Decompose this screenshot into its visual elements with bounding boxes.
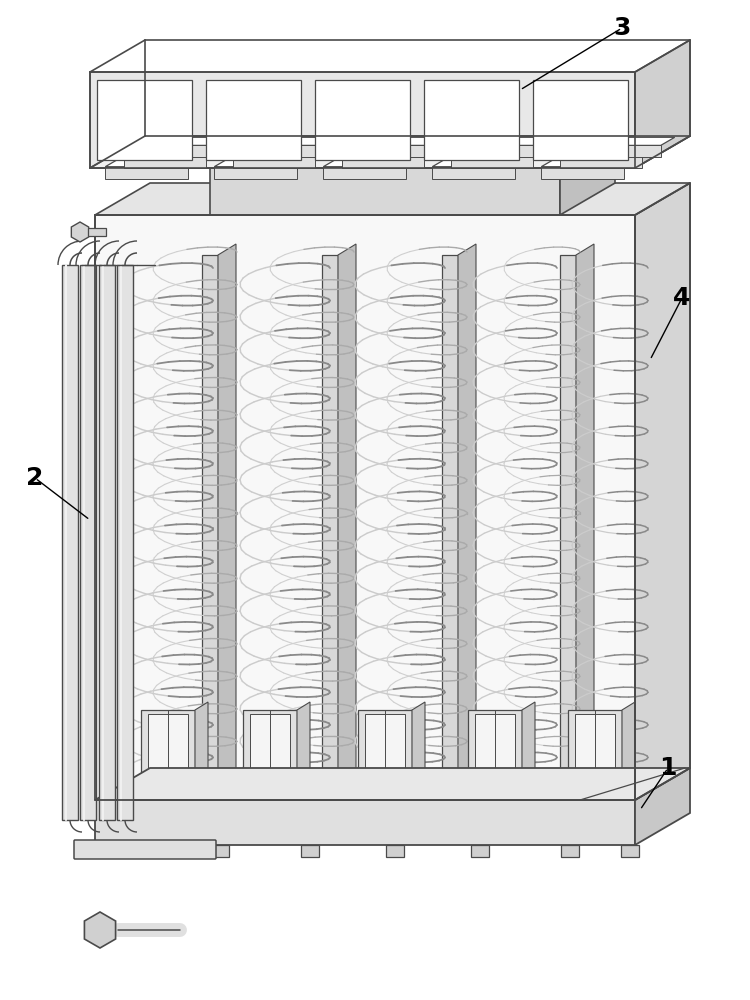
Polygon shape bbox=[232, 156, 316, 168]
Polygon shape bbox=[148, 714, 188, 786]
Polygon shape bbox=[522, 702, 535, 790]
Polygon shape bbox=[314, 80, 410, 160]
Polygon shape bbox=[322, 255, 338, 790]
Polygon shape bbox=[635, 183, 690, 800]
Bar bbox=[301, 845, 319, 857]
Polygon shape bbox=[142, 137, 238, 145]
Polygon shape bbox=[297, 702, 310, 790]
Polygon shape bbox=[124, 156, 206, 168]
Polygon shape bbox=[360, 145, 442, 157]
Polygon shape bbox=[560, 156, 643, 168]
Polygon shape bbox=[578, 137, 675, 145]
Polygon shape bbox=[360, 137, 457, 145]
Bar bbox=[99, 265, 115, 820]
Polygon shape bbox=[576, 244, 594, 790]
Polygon shape bbox=[141, 710, 195, 790]
Polygon shape bbox=[451, 148, 548, 156]
Polygon shape bbox=[560, 136, 615, 215]
Bar bbox=[88, 228, 106, 236]
Bar bbox=[80, 265, 96, 820]
Polygon shape bbox=[210, 136, 615, 168]
Polygon shape bbox=[214, 159, 311, 167]
Polygon shape bbox=[560, 148, 656, 156]
Text: 3: 3 bbox=[614, 16, 631, 40]
Polygon shape bbox=[95, 768, 690, 800]
Polygon shape bbox=[142, 145, 225, 157]
Polygon shape bbox=[232, 148, 329, 156]
Bar bbox=[211, 845, 229, 857]
Polygon shape bbox=[560, 255, 576, 790]
Text: 1: 1 bbox=[659, 756, 676, 780]
FancyBboxPatch shape bbox=[74, 840, 216, 859]
Bar bbox=[471, 845, 489, 857]
Polygon shape bbox=[468, 710, 522, 790]
Polygon shape bbox=[250, 714, 290, 786]
Polygon shape bbox=[532, 80, 628, 160]
Polygon shape bbox=[424, 80, 520, 160]
Polygon shape bbox=[95, 215, 635, 800]
Polygon shape bbox=[451, 156, 533, 168]
Polygon shape bbox=[105, 159, 202, 167]
Bar bbox=[386, 845, 404, 857]
Polygon shape bbox=[97, 80, 193, 160]
Polygon shape bbox=[195, 702, 208, 790]
Polygon shape bbox=[210, 168, 560, 215]
Polygon shape bbox=[90, 136, 690, 168]
Polygon shape bbox=[542, 167, 624, 179]
Polygon shape bbox=[542, 159, 638, 167]
Polygon shape bbox=[202, 255, 218, 790]
Polygon shape bbox=[635, 768, 690, 845]
Polygon shape bbox=[338, 244, 356, 790]
Polygon shape bbox=[458, 244, 476, 790]
Polygon shape bbox=[323, 167, 406, 179]
Polygon shape bbox=[251, 137, 348, 145]
Polygon shape bbox=[622, 702, 635, 790]
Bar bbox=[561, 845, 579, 857]
Polygon shape bbox=[105, 167, 188, 179]
Polygon shape bbox=[124, 148, 220, 156]
Polygon shape bbox=[578, 145, 661, 157]
Polygon shape bbox=[475, 714, 515, 786]
Polygon shape bbox=[469, 145, 552, 157]
Polygon shape bbox=[251, 145, 334, 157]
Polygon shape bbox=[90, 72, 635, 168]
Polygon shape bbox=[243, 710, 297, 790]
Text: 4: 4 bbox=[674, 286, 691, 310]
Polygon shape bbox=[323, 159, 420, 167]
Bar bbox=[621, 845, 639, 857]
Polygon shape bbox=[95, 800, 635, 845]
Polygon shape bbox=[365, 714, 405, 786]
Polygon shape bbox=[95, 183, 690, 215]
Bar bbox=[117, 265, 133, 820]
Polygon shape bbox=[432, 167, 515, 179]
Polygon shape bbox=[341, 156, 424, 168]
Polygon shape bbox=[469, 137, 566, 145]
Bar bbox=[131, 845, 149, 857]
Polygon shape bbox=[442, 255, 458, 790]
Polygon shape bbox=[218, 244, 236, 790]
Polygon shape bbox=[432, 159, 529, 167]
Polygon shape bbox=[412, 702, 425, 790]
Polygon shape bbox=[575, 714, 615, 786]
Polygon shape bbox=[206, 80, 302, 160]
Polygon shape bbox=[568, 710, 622, 790]
Polygon shape bbox=[635, 40, 690, 168]
Text: 2: 2 bbox=[26, 466, 44, 490]
Bar bbox=[62, 265, 78, 820]
Polygon shape bbox=[358, 710, 412, 790]
Polygon shape bbox=[341, 148, 439, 156]
Polygon shape bbox=[214, 167, 297, 179]
